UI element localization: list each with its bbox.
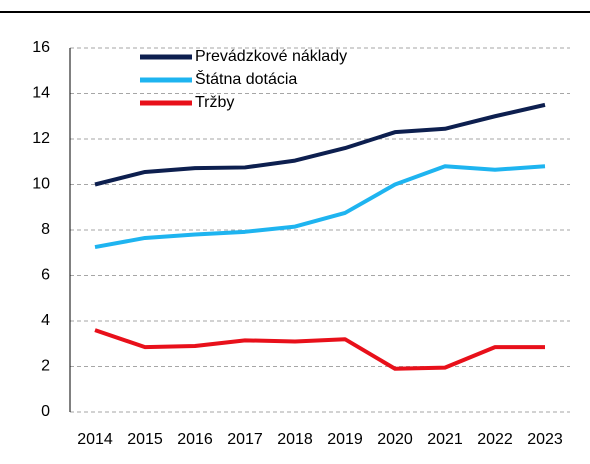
x-tick-label: 2021 <box>427 431 463 448</box>
y-tick-label: 12 <box>32 130 50 147</box>
series-line <box>94 164 546 250</box>
y-tick-label: 0 <box>41 403 50 420</box>
x-tick-label: 2014 <box>77 431 113 448</box>
x-tick-label: 2022 <box>477 431 513 448</box>
x-tick-label: 2018 <box>277 431 313 448</box>
y-tick-label: 8 <box>41 221 50 238</box>
y-tick-label: 6 <box>41 267 50 284</box>
y-tick-label: 10 <box>32 176 50 193</box>
x-tick-label: 2015 <box>127 431 163 448</box>
x-tick-label: 2017 <box>227 431 263 448</box>
y-tick-label: 2 <box>41 358 50 375</box>
legend-label: Tržby <box>195 94 234 111</box>
legend-label: Prevádzkové náklady <box>195 48 347 65</box>
x-tick-label: 2023 <box>527 431 563 448</box>
x-tick-label: 2019 <box>327 431 363 448</box>
legend-label: Štátna dotácia <box>195 69 297 88</box>
y-tick-label: 16 <box>32 39 50 56</box>
y-tick-label: 4 <box>41 312 50 329</box>
series-line <box>94 328 545 371</box>
y-tick-label: 14 <box>32 85 50 102</box>
x-tick-label: 2020 <box>377 431 413 448</box>
x-tick-label: 2016 <box>177 431 213 448</box>
series-line <box>94 102 546 187</box>
